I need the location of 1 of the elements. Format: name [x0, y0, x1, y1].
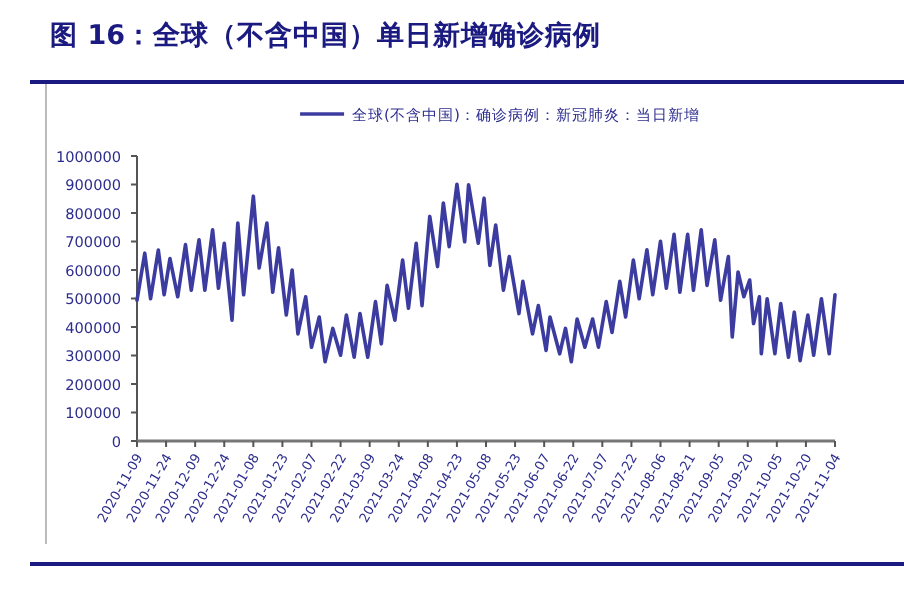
title: 图 16：全球（不含中国）单日新增确诊病例 [50, 20, 601, 52]
